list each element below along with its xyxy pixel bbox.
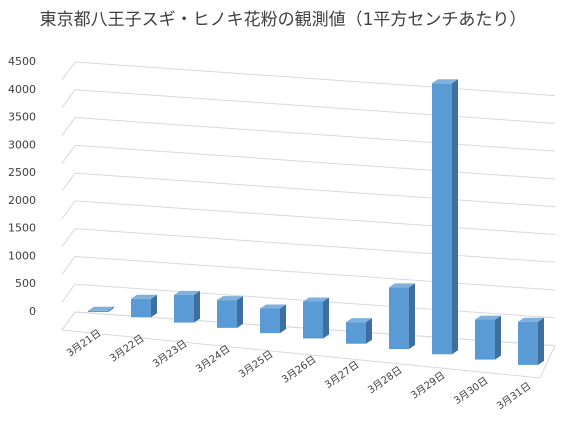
bar	[260, 308, 280, 334]
bar-top	[88, 306, 114, 311]
bar-top	[217, 296, 243, 301]
y-tick-label: 4500	[8, 55, 36, 68]
bar-side	[280, 304, 286, 334]
bar-group	[131, 294, 157, 318]
bar-group	[518, 317, 544, 365]
bar-group	[389, 283, 415, 350]
bar-side	[237, 296, 243, 328]
bar	[131, 298, 151, 318]
bar-group	[346, 318, 372, 344]
y-tick-label: 1000	[8, 249, 36, 262]
y-tick-label: 2500	[8, 166, 36, 179]
x-tick-label: 3月23日	[151, 338, 190, 370]
x-tick-label: 3月27日	[323, 359, 362, 391]
x-tick-label: 3月28日	[366, 364, 405, 396]
bar-top	[174, 290, 200, 295]
bar	[346, 322, 366, 344]
y-tick-label: 1500	[8, 222, 36, 235]
grid-line-side	[61, 117, 76, 136]
bar	[88, 310, 108, 312]
bar-group	[260, 304, 286, 334]
bar-side	[495, 315, 501, 360]
bar-side	[538, 317, 544, 365]
bar-side	[366, 318, 372, 344]
x-tick-label: 3月31日	[495, 380, 534, 412]
grid-line	[74, 255, 556, 291]
bar-group	[303, 297, 329, 339]
grid-line-side	[61, 172, 76, 192]
bar-side	[452, 79, 458, 355]
grid-line	[74, 61, 556, 97]
x-tick-label: 3月22日	[108, 332, 147, 364]
bar	[174, 294, 194, 323]
grid-line	[74, 144, 556, 180]
grid-line-side	[61, 61, 76, 81]
bar-side	[108, 306, 114, 312]
grid-line	[74, 228, 556, 263]
bar-top	[131, 294, 157, 299]
bar-group	[217, 296, 243, 328]
grid-line-side	[61, 200, 76, 220]
y-tick-label: 3000	[8, 138, 36, 151]
bar	[303, 301, 323, 339]
x-tick-label: 3月29日	[409, 369, 448, 401]
bar-side	[409, 283, 415, 350]
grid-line-side	[61, 283, 76, 303]
grid-line-side	[61, 311, 76, 331]
bar-top	[432, 79, 458, 84]
y-tick-label: 500	[15, 277, 36, 290]
bar-group	[432, 79, 458, 355]
grid-line-side	[61, 145, 76, 164]
bar-group	[475, 315, 501, 360]
bar-side	[323, 297, 329, 339]
y-tick-label: 3500	[8, 111, 36, 124]
grid-line	[74, 89, 556, 124]
bar-top	[303, 297, 329, 302]
grid-line-side	[61, 256, 76, 275]
x-tick-label: 3月25日	[237, 348, 276, 380]
bar-top	[389, 283, 415, 288]
bar-side	[194, 290, 200, 323]
bar-side	[151, 294, 157, 318]
grid-line-side	[61, 89, 76, 109]
x-tick-label: 3月30日	[452, 375, 491, 407]
bar	[432, 83, 452, 355]
bar-group	[174, 290, 200, 323]
grid-line-side	[61, 228, 76, 247]
x-tick-label: 3月26日	[280, 354, 319, 386]
bar-top	[346, 318, 372, 323]
bar	[518, 321, 538, 365]
bar-top	[260, 304, 286, 309]
bar-group	[88, 306, 114, 312]
grid-line	[74, 172, 556, 208]
y-tick-label: 2000	[8, 194, 36, 207]
grid-line	[74, 200, 556, 235]
x-tick-label: 3月24日	[194, 343, 233, 375]
grid-line	[74, 117, 556, 152]
bar	[475, 319, 495, 360]
y-tick-label: 0	[29, 305, 36, 318]
bar	[389, 287, 409, 350]
bar-top	[475, 315, 501, 320]
bar-top	[518, 317, 544, 322]
bar	[217, 300, 237, 328]
y-tick-label: 4000	[8, 83, 36, 96]
chart-title: 東京都八王子スギ・ヒノキ花粉の観測値（1平方センチあたり）	[40, 10, 527, 30]
